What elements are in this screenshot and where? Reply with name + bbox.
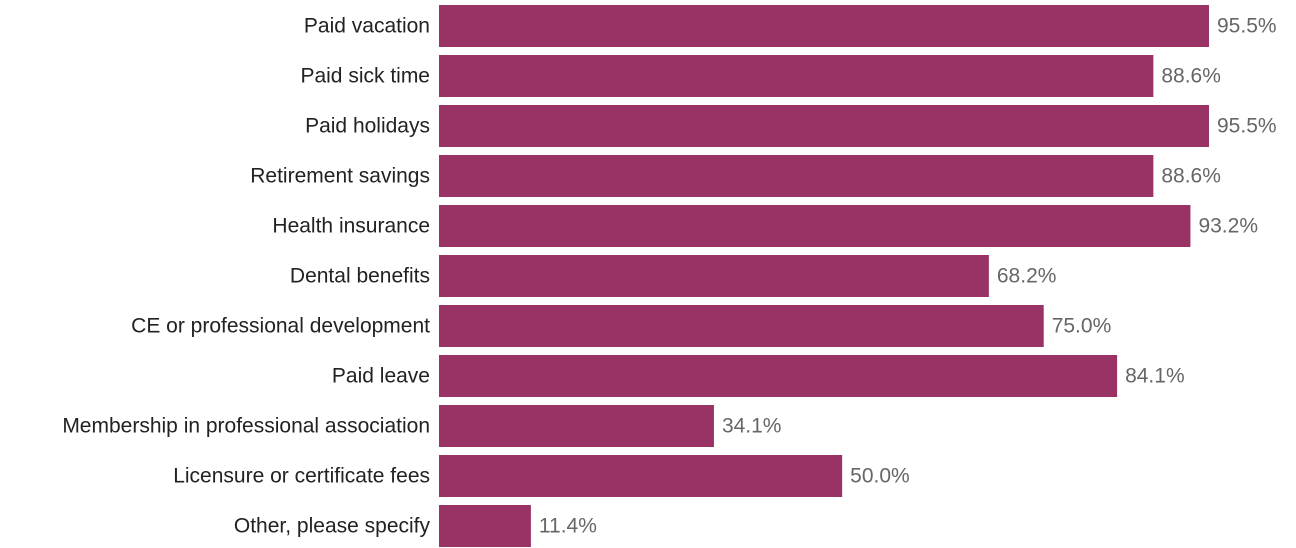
value-label: 75.0% — [1052, 315, 1112, 338]
bar — [439, 455, 843, 497]
value-label: 95.5% — [1217, 15, 1277, 38]
category-label: Dental benefits — [290, 265, 430, 288]
bar — [439, 355, 1118, 397]
bar — [439, 55, 1154, 97]
bars-group — [439, 5, 1209, 547]
bar — [439, 305, 1044, 347]
value-label: 68.2% — [997, 265, 1057, 288]
category-label: Paid leave — [332, 365, 430, 388]
value-label: 95.5% — [1217, 115, 1277, 138]
category-label: Other, please specify — [234, 515, 431, 538]
category-label: Paid sick time — [300, 65, 430, 88]
bar — [439, 155, 1154, 197]
bar — [439, 205, 1191, 247]
category-label: Paid vacation — [304, 15, 430, 38]
value-label: 34.1% — [722, 415, 782, 438]
category-label: Licensure or certificate fees — [173, 465, 430, 488]
category-label: Membership in professional association — [62, 415, 430, 438]
value-label: 88.6% — [1161, 165, 1221, 188]
value-label: 84.1% — [1125, 365, 1185, 388]
bar — [439, 255, 989, 297]
value-label: 93.2% — [1198, 215, 1258, 238]
bar — [439, 105, 1209, 147]
bar — [439, 505, 531, 547]
category-label: Retirement savings — [250, 165, 430, 188]
value-label: 50.0% — [850, 465, 910, 488]
category-label: CE or professional development — [131, 315, 430, 338]
bar — [439, 405, 714, 447]
value-label: 11.4% — [539, 515, 597, 538]
bar — [439, 5, 1209, 47]
category-label: Health insurance — [272, 215, 430, 238]
value-label: 88.6% — [1161, 65, 1221, 88]
category-label: Paid holidays — [305, 115, 430, 138]
value-labels: 95.5% 88.6% 95.5% 88.6% 93.2% 68.2% 75.0% 84.1%… — [539, 15, 1277, 538]
category-labels: Paid vacation Paid sick time Paid holidays… — [62, 15, 430, 538]
